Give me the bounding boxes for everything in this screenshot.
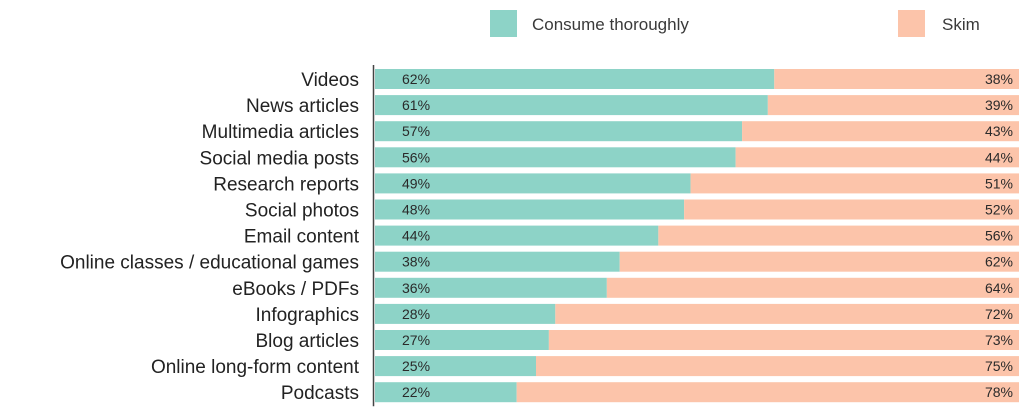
value-label-skim-social-photos: 52% bbox=[985, 202, 1013, 218]
category-label-multimedia-articles: Multimedia articles bbox=[202, 122, 359, 143]
value-label-skim-online-classes-educational-games: 62% bbox=[985, 254, 1013, 270]
value-label-consume-thoroughly-infographics: 28% bbox=[402, 306, 430, 322]
bar-skim-ebooks-pdfs bbox=[606, 277, 1019, 298]
legend: Consume thoroughly Skim bbox=[490, 10, 980, 37]
bar-consume-thoroughly-ebooks-pdfs bbox=[375, 277, 607, 298]
value-label-consume-thoroughly-email-content: 44% bbox=[402, 228, 430, 244]
value-label-skim-online-long-form-content: 75% bbox=[985, 358, 1013, 374]
bar-skim-podcasts bbox=[516, 382, 1019, 403]
value-label-skim-infographics: 72% bbox=[985, 306, 1013, 322]
category-label-online-long-form-content: Online long-form content bbox=[151, 357, 360, 378]
value-label-consume-thoroughly-videos: 62% bbox=[402, 71, 430, 87]
bar-consume-thoroughly-online-long-form-content bbox=[375, 356, 536, 377]
category-label-infographics: Infographics bbox=[255, 305, 359, 326]
category-label-news-articles: News articles bbox=[246, 96, 359, 117]
value-label-consume-thoroughly-podcasts: 22% bbox=[402, 384, 430, 400]
value-label-skim-research-reports: 51% bbox=[985, 175, 1013, 191]
category-label-email-content: Email content bbox=[244, 227, 360, 248]
bar-skim-social-media-posts bbox=[735, 147, 1019, 168]
bar-consume-thoroughly-podcasts bbox=[375, 382, 517, 403]
value-label-skim-podcasts: 78% bbox=[985, 384, 1013, 400]
value-label-consume-thoroughly-research-reports: 49% bbox=[402, 175, 430, 191]
bar-skim-news-articles bbox=[767, 95, 1019, 116]
category-label-research-reports: Research reports bbox=[213, 174, 359, 195]
bar-consume-thoroughly-news-articles bbox=[375, 95, 768, 116]
bar-consume-thoroughly-multimedia-articles bbox=[375, 121, 743, 142]
value-label-skim-videos: 38% bbox=[985, 71, 1013, 87]
bar-consume-thoroughly-social-photos bbox=[375, 199, 685, 220]
value-label-consume-thoroughly-online-long-form-content: 25% bbox=[402, 358, 430, 374]
bar-consume-thoroughly-online-classes-educational-games bbox=[375, 251, 620, 272]
value-label-skim-social-media-posts: 44% bbox=[985, 149, 1013, 165]
bar-consume-thoroughly-research-reports bbox=[375, 173, 691, 194]
category-label-podcasts: Podcasts bbox=[281, 383, 359, 404]
legend-label-consume-thoroughly: Consume thoroughly bbox=[532, 15, 689, 34]
bar-consume-thoroughly-infographics bbox=[375, 303, 556, 324]
bar-skim-email-content bbox=[658, 225, 1019, 246]
legend-swatch-consume-thoroughly bbox=[490, 10, 517, 37]
bar-skim-research-reports bbox=[690, 173, 1019, 194]
bar-skim-social-photos bbox=[684, 199, 1019, 220]
legend-swatch-skim bbox=[898, 10, 925, 37]
value-label-consume-thoroughly-news-articles: 61% bbox=[402, 97, 430, 113]
category-label-social-photos: Social photos bbox=[245, 201, 359, 222]
bar-skim-multimedia-articles bbox=[742, 121, 1019, 142]
bar-skim-online-classes-educational-games bbox=[619, 251, 1019, 272]
bar-consume-thoroughly-blog-articles bbox=[375, 330, 549, 350]
bar-skim-online-long-form-content bbox=[536, 356, 1019, 377]
legend-label-skim: Skim bbox=[942, 15, 980, 34]
category-label-videos: Videos bbox=[301, 70, 359, 91]
category-label-ebooks-pdfs: eBooks / PDFs bbox=[232, 279, 359, 300]
bar-skim-videos bbox=[774, 69, 1019, 89]
bar-consume-thoroughly-social-media-posts bbox=[375, 147, 736, 168]
category-label-blog-articles: Blog articles bbox=[256, 331, 360, 352]
value-label-consume-thoroughly-multimedia-articles: 57% bbox=[402, 123, 430, 139]
bar-skim-infographics bbox=[555, 303, 1019, 324]
category-label-online-classes-educational-games: Online classes / educational games bbox=[60, 253, 359, 274]
bars-group: Videos 62% 38% News articles 61% 39% Multimedi… bbox=[60, 69, 1019, 404]
value-label-consume-thoroughly-blog-articles: 27% bbox=[402, 332, 430, 348]
value-label-consume-thoroughly-ebooks-pdfs: 36% bbox=[402, 280, 430, 296]
value-label-skim-email-content: 56% bbox=[985, 228, 1013, 244]
bar-consume-thoroughly-email-content bbox=[375, 225, 659, 246]
value-label-consume-thoroughly-online-classes-educational-games: 38% bbox=[402, 254, 430, 270]
value-label-skim-news-articles: 39% bbox=[985, 97, 1013, 113]
value-label-skim-ebooks-pdfs: 64% bbox=[985, 280, 1013, 296]
value-label-consume-thoroughly-social-media-posts: 56% bbox=[402, 149, 430, 165]
value-label-skim-blog-articles: 73% bbox=[985, 332, 1013, 348]
value-label-consume-thoroughly-social-photos: 48% bbox=[402, 202, 430, 218]
bar-consume-thoroughly-videos bbox=[375, 69, 775, 89]
category-label-social-media-posts: Social media posts bbox=[200, 148, 359, 169]
value-label-skim-multimedia-articles: 43% bbox=[985, 123, 1013, 139]
bar-skim-blog-articles bbox=[548, 330, 1019, 350]
